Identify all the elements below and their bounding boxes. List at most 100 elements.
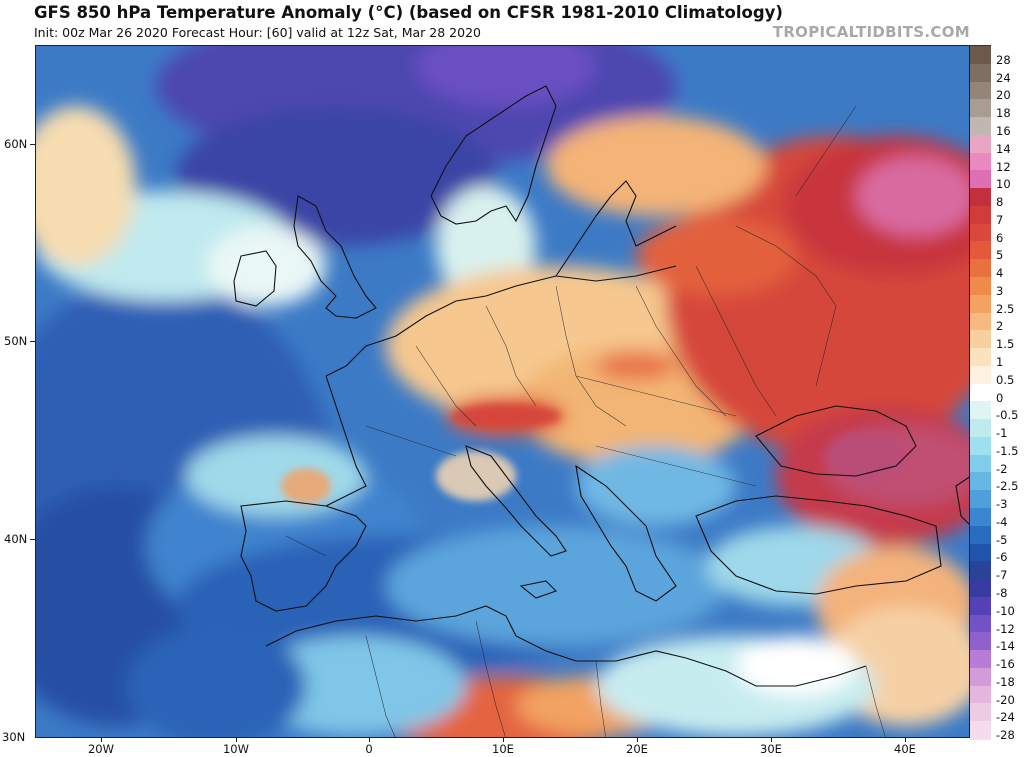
colorbar-cell <box>970 454 991 474</box>
colorbar-label: -20 <box>996 692 1015 707</box>
colorbar-label: 20 <box>996 88 1011 103</box>
lon-label-20e: 20E <box>626 742 648 756</box>
colorbar-cell <box>970 152 991 171</box>
colorbar-label: 2.5 <box>996 301 1015 316</box>
colorbar-label: -6 <box>996 550 1008 565</box>
colorbar-cell <box>970 525 991 545</box>
colorbar-cell <box>970 134 991 154</box>
colorbar-cell <box>970 63 991 83</box>
lon-label-20w: 20W <box>87 742 115 756</box>
colorbar-label: -14 <box>996 639 1015 654</box>
colorbar-cell <box>970 419 991 438</box>
lon-tick <box>369 738 370 742</box>
lat-label-40n: 40N <box>4 532 28 546</box>
colorbar-cell <box>970 436 991 456</box>
colorbar-cell <box>970 348 991 367</box>
colorbar-cell <box>970 312 991 331</box>
colorbar-cell <box>970 259 991 278</box>
colorbar-cell <box>970 241 991 260</box>
colorbar-label: -1 <box>996 426 1008 441</box>
colorbar-label: 12 <box>996 159 1011 174</box>
colorbar-label: -28 <box>996 728 1015 743</box>
colorbar-label: -3 <box>996 497 1008 512</box>
anomaly-map-svg <box>36 46 969 737</box>
colorbar-label: -10 <box>996 603 1015 618</box>
colorbar-label: 6 <box>996 230 1004 245</box>
lon-tick <box>905 738 906 742</box>
colorbar-cell <box>970 401 991 420</box>
colorbar-label: 4 <box>996 266 1004 281</box>
colorbar-cell <box>970 632 991 651</box>
lon-tick <box>101 738 102 742</box>
lat-label-50n: 50N <box>4 334 28 348</box>
colorbar-label: 16 <box>996 123 1011 138</box>
colorbar-cell <box>970 472 991 491</box>
colorbar-label: 8 <box>996 195 1004 210</box>
lon-label-0: 0 <box>365 742 373 756</box>
colorbar-cell <box>970 223 991 243</box>
colorbar-cell <box>970 46 991 65</box>
lat-tick <box>30 539 35 540</box>
colorbar-cell <box>970 596 991 616</box>
colorbar-label: -2.5 <box>996 479 1019 494</box>
lon-label-30e: 30E <box>760 742 782 756</box>
colorbar-label: -4 <box>996 514 1008 529</box>
colorbar-cell <box>970 614 991 633</box>
colorbar-cell <box>970 205 991 225</box>
lat-label-30n: 30N <box>2 730 26 744</box>
colorbar-label: 10 <box>996 177 1011 192</box>
colorbar-cell <box>970 99 991 118</box>
lat-tick <box>30 144 35 145</box>
colorbar-cell <box>970 543 991 562</box>
colorbar-label: -7 <box>996 568 1008 583</box>
colorbar-label: -1.5 <box>996 443 1019 458</box>
colorbar-label: -5 <box>996 532 1008 547</box>
colorbar-label: 0 <box>996 390 1004 405</box>
colorbar-cell <box>970 685 991 705</box>
colorbar-label: 5 <box>996 248 1004 263</box>
colorbar-label: 18 <box>996 106 1011 121</box>
colorbar-label: 1.5 <box>996 337 1015 352</box>
colorbar-cell <box>970 383 991 402</box>
colorbar-label: -8 <box>996 585 1008 600</box>
lat-tick <box>30 341 35 342</box>
brand-watermark: TROPICALTIDBITS.COM <box>772 23 970 41</box>
colorbar-label: 24 <box>996 70 1011 85</box>
colorbar-label: 3 <box>996 283 1004 298</box>
colorbar-cell <box>970 508 991 527</box>
colorbar-label: 7 <box>996 212 1004 227</box>
lon-label-10e: 10E <box>492 742 514 756</box>
colorbar-cell <box>970 81 991 100</box>
colorbar-label: -2 <box>996 461 1008 476</box>
colorbar-label: -18 <box>996 674 1015 689</box>
colorbar-label: -12 <box>996 621 1015 636</box>
chart-title: GFS 850 hPa Temperature Anomaly (°C) (ba… <box>34 3 783 22</box>
colorbar-cell <box>970 721 991 740</box>
colorbar-label: 2 <box>996 319 1004 334</box>
colorbar-label: 0.5 <box>996 372 1015 387</box>
colorbar-cell <box>970 667 991 687</box>
coastlines <box>233 85 969 687</box>
lon-label-10w: 10W <box>222 742 250 756</box>
colorbar-cell <box>970 365 991 385</box>
colorbar-label: 1 <box>996 354 1004 369</box>
colorbar-label: 28 <box>996 52 1011 67</box>
colorbar <box>970 45 991 740</box>
colorbar-cell <box>970 294 991 314</box>
colorbar-cell <box>970 490 991 509</box>
lat-label-60n: 60N <box>4 137 28 151</box>
colorbar-label: -16 <box>996 657 1015 672</box>
lon-label-40e: 40E <box>894 742 916 756</box>
colorbar-cell <box>970 330 991 349</box>
colorbar-cell <box>970 579 991 598</box>
colorbar-cell <box>970 188 991 207</box>
colorbar-label: -0.5 <box>996 408 1019 423</box>
chart-subtitle: Init: 00z Mar 26 2020 Forecast Hour: [60… <box>34 25 481 40</box>
colorbar-label: 14 <box>996 141 1011 156</box>
lon-tick <box>637 738 638 742</box>
colorbar-cell <box>970 277 991 296</box>
anomaly-map <box>35 45 970 738</box>
colorbar-cell <box>970 650 991 669</box>
lon-tick <box>503 738 504 742</box>
lon-tick <box>771 738 772 742</box>
